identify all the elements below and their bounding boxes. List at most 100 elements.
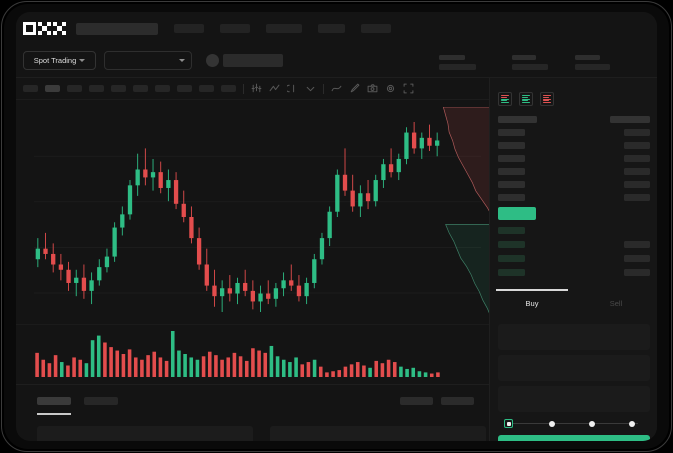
timeframe-chip-2[interactable] bbox=[45, 85, 60, 92]
orderbook-bid-row[interactable] bbox=[498, 227, 525, 234]
volume-svg bbox=[35, 331, 440, 377]
market-type-select[interactable]: Spot Trading bbox=[23, 51, 96, 70]
bottom-action-1[interactable] bbox=[400, 397, 433, 405]
line-chart-icon[interactable] bbox=[269, 83, 280, 94]
timeframe-chip-4[interactable] bbox=[89, 85, 104, 92]
orderbook-bid-row[interactable] bbox=[498, 255, 525, 262]
bottom-field-left[interactable] bbox=[37, 426, 253, 441]
orderbook-mode-group bbox=[498, 92, 554, 106]
stat-label bbox=[512, 55, 536, 60]
orderbook-mode-bids[interactable] bbox=[519, 92, 533, 106]
indicator-icon[interactable] bbox=[287, 83, 298, 94]
order-field-total[interactable] bbox=[498, 386, 650, 412]
sub-header: Spot Trading bbox=[16, 45, 657, 78]
pair-select[interactable] bbox=[104, 51, 192, 70]
chevron-down-icon[interactable] bbox=[305, 83, 316, 94]
gear-icon[interactable] bbox=[385, 83, 396, 94]
orderbook-ask-amount bbox=[624, 155, 650, 162]
orderbook-ask-row[interactable] bbox=[498, 142, 525, 149]
orderbook-ask-row[interactable] bbox=[498, 155, 525, 162]
orderbook-mode-asks[interactable] bbox=[540, 92, 554, 106]
stat-block-2 bbox=[512, 55, 548, 70]
tab-sell-label: Sell bbox=[609, 298, 623, 308]
order-panel: Buy Sell bbox=[489, 78, 657, 441]
okx-logo-icon[interactable] bbox=[23, 21, 67, 36]
stepper-step-3[interactable] bbox=[589, 420, 595, 427]
orderbook-ask-amount bbox=[624, 194, 650, 201]
orderbook-mode-both[interactable] bbox=[498, 92, 512, 106]
trade-tabs: Buy Sell bbox=[490, 289, 657, 317]
orderbook-bid-amount bbox=[624, 269, 650, 276]
chevron-down-icon bbox=[79, 59, 86, 62]
orderbook-ask-row[interactable] bbox=[498, 168, 525, 175]
candlestick-chart-icon[interactable] bbox=[251, 83, 262, 94]
header-nav-item-3[interactable] bbox=[266, 24, 302, 33]
bottom-tab-1[interactable] bbox=[37, 397, 71, 405]
bottom-field-right[interactable] bbox=[270, 426, 486, 441]
pair-avatar bbox=[206, 54, 219, 67]
header-nav-item-1[interactable] bbox=[174, 24, 204, 33]
orderbook-ask-row[interactable] bbox=[498, 194, 525, 201]
tab-buy[interactable]: Buy bbox=[490, 289, 574, 317]
timeframe-chip-6[interactable] bbox=[133, 85, 148, 92]
stat-block-3 bbox=[575, 55, 610, 70]
candlestick-svg bbox=[34, 122, 481, 312]
orderbook-bid-row[interactable] bbox=[498, 269, 525, 276]
orderbook-ask-amount bbox=[624, 129, 650, 136]
header-nav-item-4[interactable] bbox=[318, 24, 345, 33]
tab-sell[interactable]: Sell bbox=[574, 289, 657, 317]
camera-icon[interactable] bbox=[367, 83, 378, 94]
stepper bbox=[504, 419, 646, 429]
orderbook[interactable] bbox=[490, 114, 657, 319]
orderbook-col-header-amount bbox=[610, 116, 650, 123]
orderbook-ask-amount bbox=[624, 181, 650, 188]
orderbook-spread-row[interactable] bbox=[498, 207, 536, 220]
candlestick-chart[interactable] bbox=[16, 100, 489, 324]
order-field-price[interactable] bbox=[498, 324, 650, 350]
volume-histogram[interactable] bbox=[16, 324, 489, 384]
stepper-line bbox=[510, 423, 638, 425]
header-nav-item-5[interactable] bbox=[361, 24, 391, 33]
orderbook-bid-amount bbox=[624, 241, 650, 248]
submit-order-button[interactable] bbox=[498, 435, 650, 441]
stepper-step-active[interactable] bbox=[504, 419, 513, 428]
stepper-step-4[interactable] bbox=[629, 420, 635, 427]
stepper-step-2[interactable] bbox=[549, 420, 555, 427]
stat-block-1 bbox=[439, 55, 476, 70]
toolbar-divider bbox=[323, 83, 324, 94]
fullscreen-icon[interactable] bbox=[403, 83, 414, 94]
orderbook-ask-row[interactable] bbox=[498, 129, 525, 136]
orderbook-ask-row[interactable] bbox=[498, 181, 525, 188]
timeframe-chip-9[interactable] bbox=[199, 85, 214, 92]
stat-label bbox=[439, 55, 465, 60]
orderbook-ask-amount bbox=[624, 168, 650, 175]
orderbook-bid-amount bbox=[624, 255, 650, 262]
search-input[interactable] bbox=[76, 22, 158, 35]
pencil-icon[interactable] bbox=[349, 83, 360, 94]
logo-letter-o bbox=[23, 22, 36, 35]
stat-label bbox=[575, 55, 600, 60]
orderbook-bid-row[interactable] bbox=[498, 241, 525, 248]
timeframe-chip-5[interactable] bbox=[111, 85, 126, 92]
top-header bbox=[16, 12, 657, 45]
stat-value bbox=[575, 63, 610, 70]
bottom-panel bbox=[16, 384, 489, 441]
pair-name bbox=[223, 54, 283, 67]
toolbar-divider bbox=[243, 83, 244, 94]
bottom-tab-2[interactable] bbox=[84, 397, 118, 405]
logo-letter-k bbox=[38, 22, 51, 35]
timeframe-chip-10[interactable] bbox=[221, 85, 236, 92]
bottom-tab-active-underline bbox=[37, 413, 71, 415]
stat-value bbox=[512, 63, 548, 70]
header-nav-item-2[interactable] bbox=[220, 24, 250, 33]
trend-line-icon[interactable] bbox=[331, 83, 342, 94]
bottom-action-2[interactable] bbox=[441, 397, 474, 405]
timeframe-chip-1[interactable] bbox=[23, 85, 38, 92]
market-type-label: Spot Trading bbox=[33, 56, 77, 65]
timeframe-chip-3[interactable] bbox=[67, 85, 82, 92]
chart-toolbar bbox=[16, 78, 489, 100]
timeframe-chip-7[interactable] bbox=[155, 85, 170, 92]
timeframe-chip-8[interactable] bbox=[177, 85, 192, 92]
tab-buy-label: Buy bbox=[525, 298, 539, 308]
order-field-amount[interactable] bbox=[498, 355, 650, 381]
